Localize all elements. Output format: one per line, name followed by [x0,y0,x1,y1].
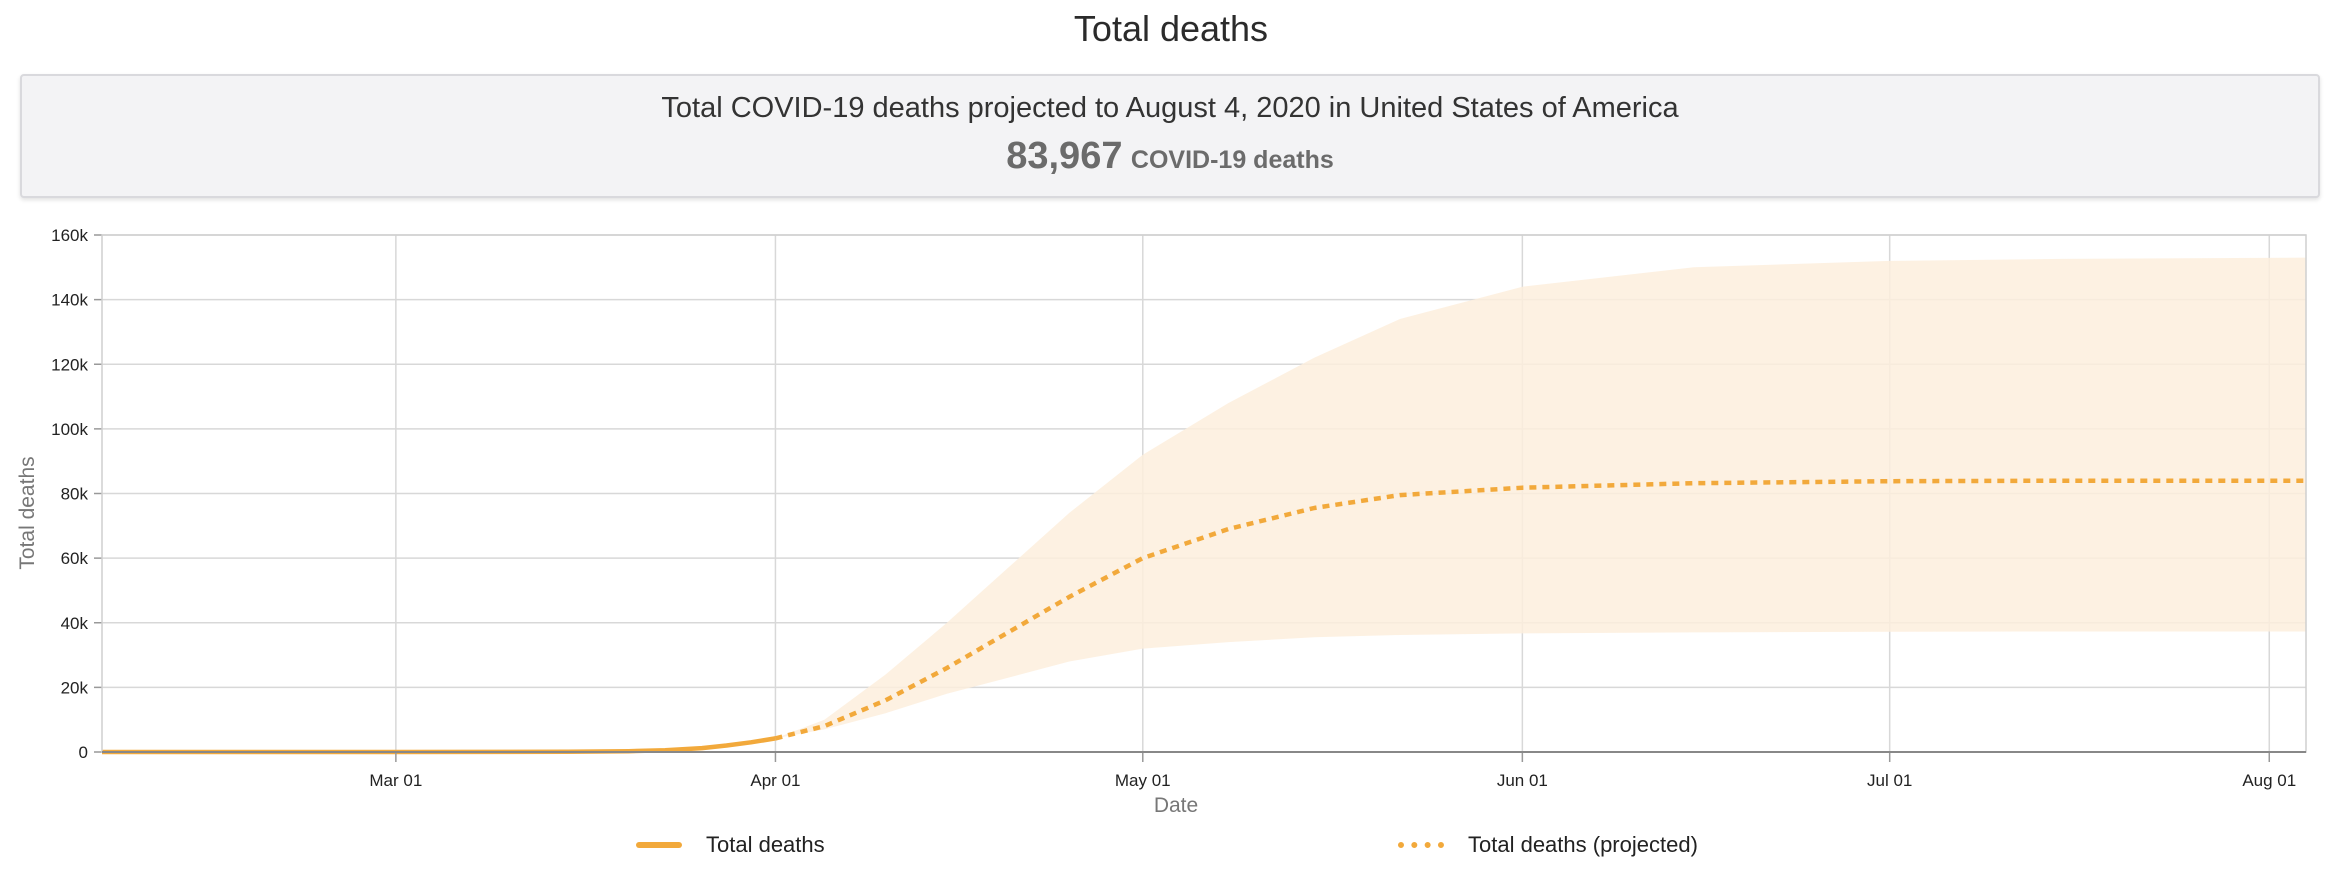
series-line-actual [102,736,776,755]
x-axis-title: Date [1154,794,1198,817]
uncertainty-band-layer [775,257,2306,739]
x-tick-label: Jun 01 [1497,771,1548,790]
x-tick-label: Jul 01 [1867,771,1912,790]
summary-value-row: 83,967 COVID-19 deaths [22,135,2318,178]
x-tick-label: May 01 [1115,771,1171,790]
legend: Total deaths Total deaths (projected) [0,832,2342,868]
page-title: Total deaths [1073,8,1269,49]
summary-box: Total COVID-19 deaths projected to Augus… [20,74,2320,198]
summary-text: Total COVID-19 deaths projected to Augus… [661,92,1679,124]
y-tick-label: 80k [61,485,89,504]
x-tick-label: Aug 01 [2242,771,2296,790]
uncertainty-band [775,257,2306,739]
y-tick-label: 40k [61,614,89,633]
legend-swatch-solid [636,842,682,848]
summary-value: 83,967 [1006,135,1123,177]
y-axis-title: Total deaths [16,456,39,569]
axes: 0 20k 40k 60k 80k 100k 120k 140k 160k Mar 01 Apr 0… [51,226,2307,790]
y-tick-label: 60k [61,549,89,568]
y-tick-label: 160k [51,226,88,245]
y-tick-label: 0 [79,743,88,762]
legend-item-total-deaths-projected[interactable]: Total deaths (projected) [1398,832,1698,858]
legend-label: Total deaths (projected) [1468,832,1698,857]
y-tick-label: 120k [51,355,88,374]
y-tick-label: 140k [51,291,88,310]
y-tick-label: 20k [61,678,89,697]
summary-unit: COVID-19 deaths [1130,146,1334,174]
line-chart: 0 20k 40k 60k 80k 100k 120k 140k 160k Mar 01 Apr 0… [16,226,2307,817]
legend-swatch-dotted [1398,842,1444,848]
legend-item-total-deaths[interactable]: Total deaths [636,832,825,858]
legend-label: Total deaths [706,832,825,857]
x-tick-label: Apr 01 [750,771,800,790]
y-tick-label: 100k [51,420,88,439]
x-tick-label: Mar 01 [369,771,422,790]
